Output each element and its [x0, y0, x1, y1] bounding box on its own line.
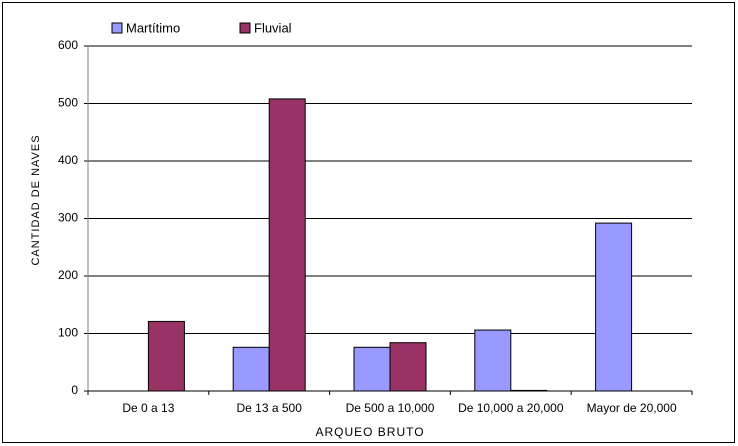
x-tick-label: De 13 a 500	[236, 401, 302, 415]
legend-swatch	[239, 22, 251, 34]
x-tick-label: Mayor de 20,000	[586, 401, 677, 415]
legend-swatch	[111, 22, 123, 34]
y-tick-label: 400	[58, 153, 78, 167]
x-axis-label: ARQUEO BRUTO	[315, 425, 424, 439]
bar	[353, 346, 391, 392]
y-tick-label: 200	[58, 268, 78, 282]
bar	[389, 342, 427, 392]
y-tick-label: 600	[58, 38, 78, 52]
bar	[595, 222, 633, 392]
bar	[268, 98, 306, 392]
legend-label: Fluvial	[254, 20, 292, 35]
y-tick-label: 100	[58, 326, 78, 340]
x-tick-label: De 500 a 10,000	[345, 401, 435, 415]
bar	[510, 389, 548, 392]
y-tick-label: 300	[58, 211, 78, 225]
bar	[147, 320, 185, 392]
bar	[232, 346, 270, 392]
y-axis-label: CANTIDAD DE NAVES	[30, 134, 42, 265]
x-tick-label: De 10,000 a 20,000	[458, 401, 564, 415]
y-tick-label: 500	[58, 96, 78, 110]
x-tick-label: De 0 a 13	[122, 401, 175, 415]
y-tick-label: 0	[71, 383, 78, 397]
legend-label: Martítimo	[126, 20, 180, 35]
bar	[474, 329, 512, 392]
